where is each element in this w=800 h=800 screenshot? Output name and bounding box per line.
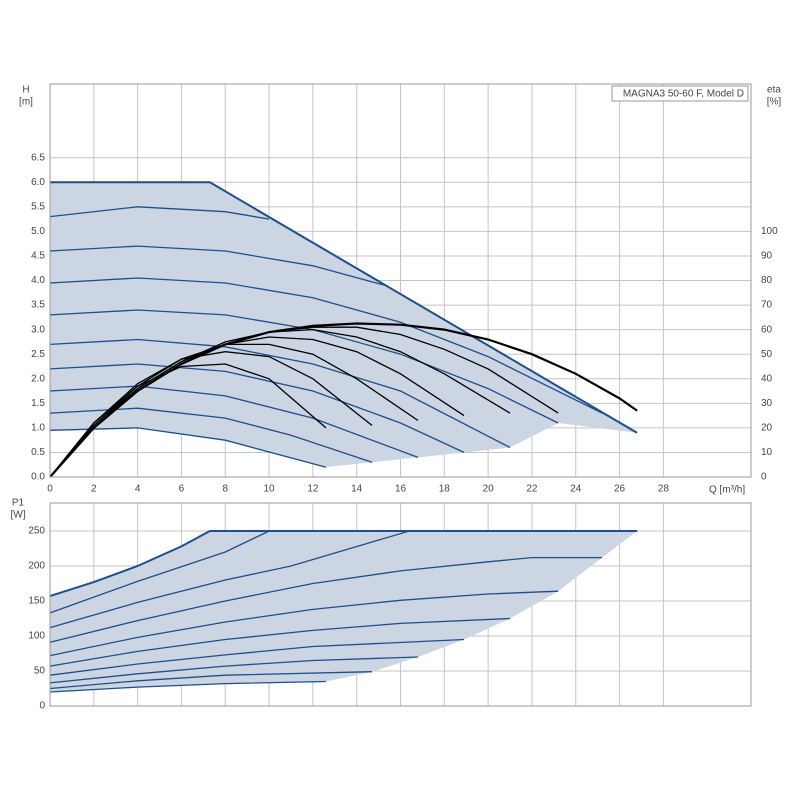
y-tick-label: 3.5 — [31, 300, 45, 311]
y-tick-label: 6.0 — [31, 177, 45, 188]
x-tick-label: 6 — [179, 484, 185, 495]
y-tick-label: 250 — [28, 526, 45, 537]
plot-frame — [49, 83, 752, 478]
y2-tick-label: 40 — [761, 373, 773, 384]
pump-curve — [50, 181, 638, 434]
pump-curve — [49, 656, 419, 684]
x-tick-label: 26 — [614, 484, 626, 495]
y2-tick-label: 10 — [761, 447, 773, 458]
y-tick-label: 2.5 — [31, 349, 45, 360]
y-tick-label: 5.5 — [31, 201, 45, 212]
y2-tick-label: 30 — [761, 398, 773, 409]
y-tick-label: 100 — [28, 631, 45, 642]
efficiency-curve — [49, 322, 638, 478]
pump-curve — [49, 206, 270, 220]
y-tick-label: 4.0 — [31, 275, 45, 286]
y-tick-label: 6.5 — [31, 152, 45, 163]
y-tick-label: 5.0 — [31, 226, 45, 237]
pump-curve — [49, 671, 373, 690]
y2-tick-label: 70 — [761, 300, 773, 311]
x-tick-label: 14 — [351, 484, 363, 495]
chart-title: MAGNA3 50-60 F, Model D — [623, 89, 744, 100]
x-tick-label: 10 — [264, 484, 276, 495]
x-tick-label: 18 — [439, 484, 451, 495]
y-tick-label: 0.0 — [31, 472, 45, 483]
title-box — [611, 85, 749, 102]
y-tick-label: 0 — [39, 701, 45, 712]
plot-frame — [49, 502, 752, 707]
y-tick-label: 200 — [28, 561, 45, 572]
x-tick-label: 28 — [658, 484, 670, 495]
y2-tick-label: 50 — [761, 349, 773, 360]
x-tick-label: 16 — [395, 484, 407, 495]
pump-curve — [49, 638, 465, 676]
y-axis-label: P1 — [12, 498, 25, 509]
y-axis-unit: [W] — [11, 510, 26, 521]
y2-tick-label: 60 — [761, 324, 773, 335]
x-tick-label: 2 — [91, 484, 97, 495]
pump-curve — [49, 530, 410, 629]
y-axis-label: H — [22, 85, 29, 96]
operating-region — [50, 531, 638, 692]
y-tick-label: 2.0 — [31, 373, 45, 384]
pump-curve — [49, 277, 603, 414]
pump-curve — [49, 338, 511, 449]
y-tick-label: 150 — [28, 596, 45, 607]
x-tick-label: 22 — [526, 484, 538, 495]
y2-axis-unit: [%] — [767, 97, 782, 108]
pump-curve — [49, 530, 638, 598]
y2-tick-label: 20 — [761, 423, 773, 434]
pump-curve — [49, 530, 270, 614]
pump-curve — [49, 556, 602, 643]
x-tick-label: 8 — [222, 484, 228, 495]
x-tick-label: 4 — [135, 484, 141, 495]
x-axis-label: Q [m³/h] — [709, 485, 745, 496]
y-axis-unit: [m] — [19, 97, 33, 108]
y2-axis-label: eta — [767, 85, 781, 96]
pump-curve — [49, 590, 559, 657]
y-tick-label: 50 — [34, 666, 46, 677]
y-tick-label: 1.5 — [31, 398, 45, 409]
pump-curve — [49, 363, 465, 453]
y2-tick-label: 0 — [761, 472, 767, 483]
y-tick-label: 1.0 — [31, 423, 45, 434]
pump-curve — [49, 385, 419, 459]
y-tick-label: 0.5 — [31, 447, 45, 458]
y-tick-label: 4.5 — [31, 251, 45, 262]
y2-tick-label: 90 — [761, 251, 773, 262]
x-tick-label: 24 — [570, 484, 582, 495]
pump-curve — [49, 680, 327, 693]
y2-tick-label: 100 — [761, 226, 778, 237]
pump-curve — [49, 617, 511, 667]
x-tick-label: 20 — [483, 484, 495, 495]
pump-curve — [49, 245, 386, 287]
efficiency-curve — [49, 336, 465, 478]
y2-tick-label: 80 — [761, 275, 773, 286]
y-tick-label: 3.0 — [31, 324, 45, 335]
x-tick-label: 12 — [307, 484, 319, 495]
x-tick-label: 0 — [47, 484, 53, 495]
